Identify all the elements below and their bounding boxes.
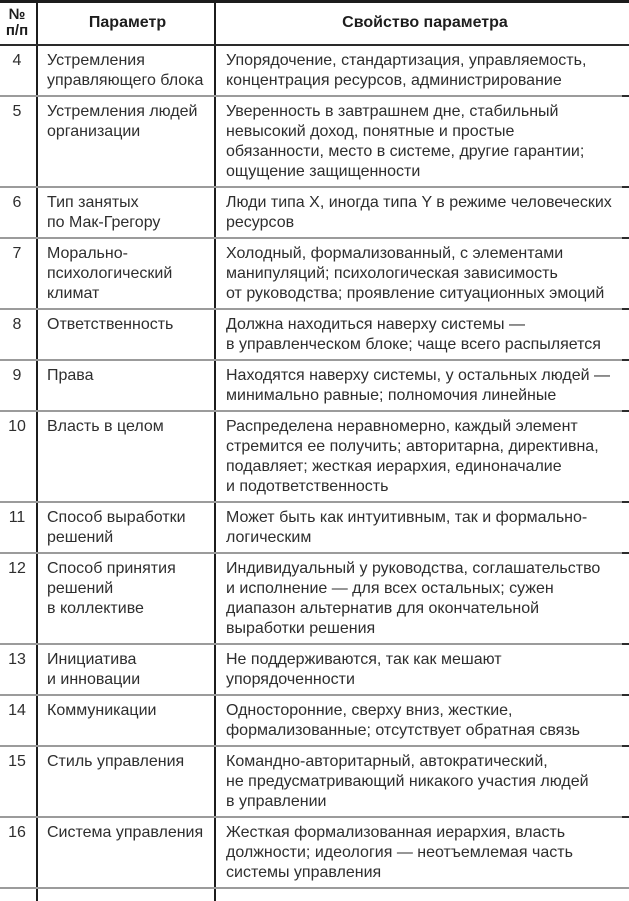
row-number-cell: 13 [0,645,38,694]
parameter-cell: Ответственность [38,310,216,359]
property-cell: Упорядочение, стандартизация, управляемо… [226,52,587,89]
table-row: 9 Права Находятся наверху системы, у ост… [0,359,629,410]
parameter-cell: Способ выработки решений [38,503,216,552]
property-cell: Жесткая формализованная иерархия, власть… [226,824,573,881]
table-row: 13 Инициатива и инновации Не поддерживаю… [0,643,629,694]
row-number-cell: 15 [0,747,38,816]
header-cell-parameter: Параметр [38,3,216,44]
row-number-cell: 8 [0,310,38,359]
parameter-cell: Система управления [38,818,216,887]
table-row: 7 Морально- психологический климат Холод… [0,237,629,308]
property-cell: Уверенность в завтрашнем дне, стабильный… [226,103,585,180]
parameter-cell: Коммуникации [38,696,216,745]
row-number-cell: 6 [0,188,38,237]
table-row: 4 Устремления управляющего блока Упорядо… [0,44,629,95]
property-cell: Находятся наверху системы, у остальных л… [226,367,611,404]
table-header-row: № п/п Параметр Свойство параметра [0,3,629,44]
table-row: 8 Ответственность Должна находиться наве… [0,308,629,359]
header-cell-number: № п/п [0,3,38,44]
parameter-cell: Власть в целом [38,412,216,501]
property-cell: Не поддерживаются, так как мешают упоряд… [226,651,502,688]
table-row: 15 Стиль управления Командно-авторитарны… [0,745,629,816]
parameter-cell: Инициатива и инновации [38,645,216,694]
row-number-cell: 7 [0,239,38,308]
table-row: 12 Способ принятия решений в коллективе … [0,552,629,643]
stub-parameter-cell [38,889,216,901]
property-cell: Распределена неравномерно, каждый элемен… [226,418,599,495]
parameter-cell: Морально- психологический климат [38,239,216,308]
row-number-cell: 5 [0,97,38,186]
stub-property-cell [216,889,629,901]
table-row: 10 Власть в целом Распределена неравноме… [0,410,629,501]
property-cell: Может быть как интуитивным, так и формал… [226,509,588,546]
property-cell: Индивидуальный у руководства, соглашател… [226,560,601,637]
row-number-cell: 9 [0,361,38,410]
property-cell: Люди типа X, иногда типа Y в режиме чело… [226,194,612,231]
row-number-cell: 4 [0,46,38,95]
table-row: 16 Система управления Жесткая формализов… [0,816,629,887]
row-number-cell: 14 [0,696,38,745]
table-row: 14 Коммуникации Односторонние, сверху вн… [0,694,629,745]
property-cell: Командно-авторитарный, автократический, … [226,753,589,810]
row-number-cell: 11 [0,503,38,552]
row-number-cell: 12 [0,554,38,643]
table-cutoff-stub [0,887,629,901]
parameter-cell: Тип занятых по Мак-Грегору [38,188,216,237]
row-number-cell: 16 [0,818,38,887]
parameter-cell: Устремления управляющего блока [38,46,216,95]
row-number-cell: 10 [0,412,38,501]
property-cell: Должна находиться наверху системы — в уп… [226,316,601,353]
parameter-cell: Стиль управления [38,747,216,816]
header-cell-property: Свойство параметра [342,14,508,31]
parameter-cell: Устремления людей организации [38,97,216,186]
stub-number-cell [0,889,38,901]
table-row: 5 Устремления людей организации Уверенно… [0,95,629,186]
table-row: 6 Тип занятых по Мак-Грегору Люди типа X… [0,186,629,237]
property-cell: Односторонние, сверху вниз, жесткие, фор… [226,702,580,739]
property-cell: Холодный, формализованный, с элементами … [226,245,605,302]
table-row: 11 Способ выработки решений Может быть к… [0,501,629,552]
parameter-cell: Права [38,361,216,410]
parameter-cell: Способ принятия решений в коллективе [38,554,216,643]
